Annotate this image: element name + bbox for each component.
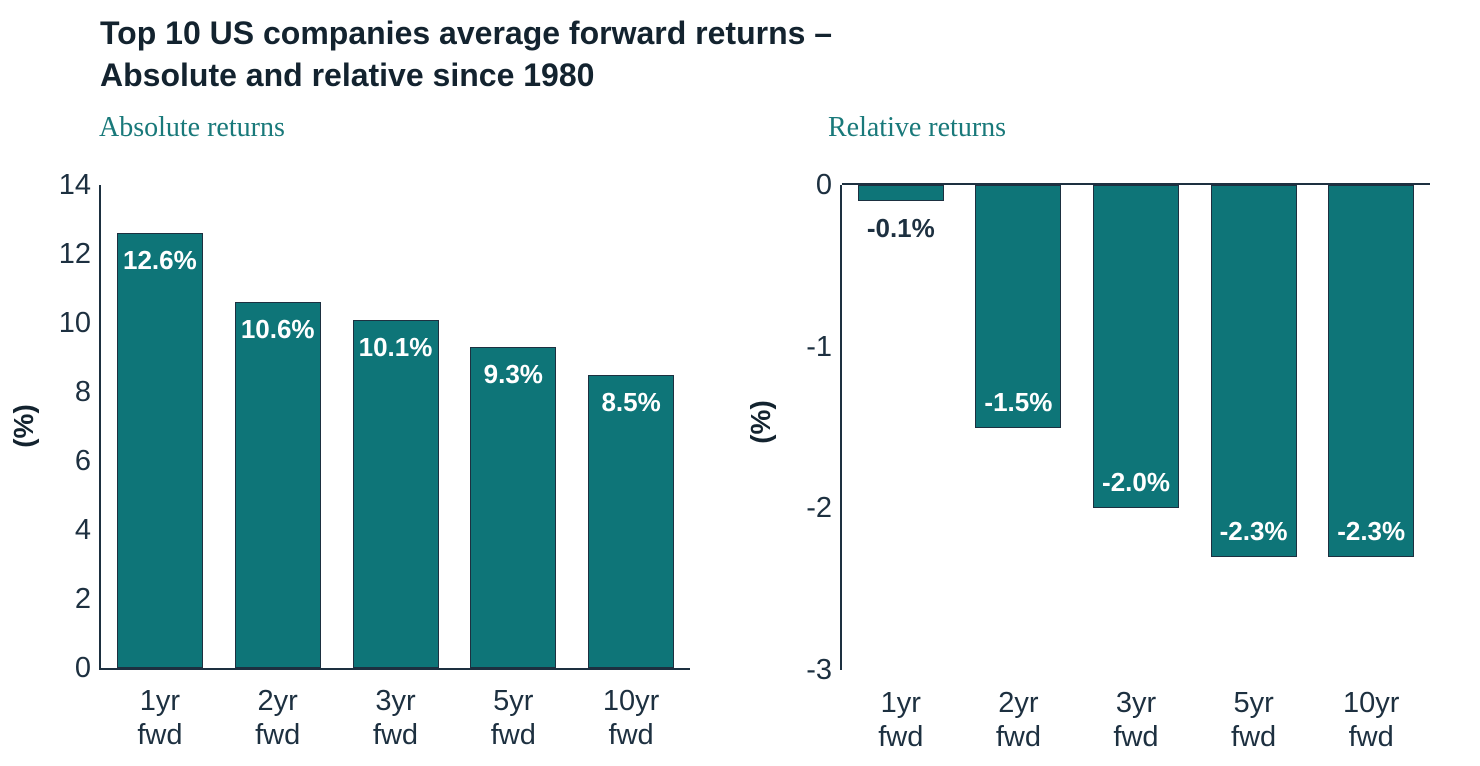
bar-10yr-fwd xyxy=(588,374,675,668)
x-tick-label-line: 2yr xyxy=(257,685,298,717)
x-tick-label-line: 3yr xyxy=(1115,687,1157,719)
bar-value-label: 9.3% xyxy=(483,359,543,390)
absolute-returns-subtitle: Absolute returns xyxy=(99,112,285,143)
x-tick-label-line: fwd xyxy=(1231,721,1277,753)
bar-1yr-fwd xyxy=(857,185,944,202)
relative-returns-subtitle: Relative returns xyxy=(828,112,1007,143)
x-tick-label-line: 2yr xyxy=(998,687,1039,719)
y-tick-label: 10 xyxy=(58,307,91,339)
x-tick-label-line: fwd xyxy=(1348,721,1394,753)
bar-value-label: -0.1% xyxy=(866,213,935,244)
x-axis-line xyxy=(99,668,690,670)
y-axis-title: (%) xyxy=(8,404,39,448)
x-tick-label-line: 1yr xyxy=(139,685,181,717)
bar-10yr-fwd xyxy=(1328,185,1415,557)
x-tick-label-line: fwd xyxy=(372,719,419,751)
y-tick-label: -1 xyxy=(806,330,832,363)
x-tick-label: 2yr fwd xyxy=(223,684,333,752)
bar-1yr-fwd xyxy=(116,233,203,668)
y-tick-label: 6 xyxy=(74,445,91,477)
bar-3yr-fwd xyxy=(1093,185,1179,509)
y-axis-line xyxy=(840,185,842,670)
bar-3yr-fwd xyxy=(352,319,439,668)
y-tick-label: 2 xyxy=(74,583,91,615)
bar-value-label: 10.6% xyxy=(240,314,315,345)
x-tick-label: 1yr fwd xyxy=(105,684,215,752)
bar-2yr-fwd xyxy=(975,185,1062,428)
x-tick-label-line: fwd xyxy=(255,719,301,751)
bar-value-label: 10.1% xyxy=(358,331,433,362)
x-tick-label: 1yr fwd xyxy=(846,686,956,754)
zero-line xyxy=(842,183,1430,185)
x-tick-label-line: 10yr xyxy=(1342,687,1400,719)
bar-value-label: -2.3% xyxy=(1337,515,1406,546)
chart-title: Top 10 US companies average forward retu… xyxy=(100,12,832,96)
x-tick-label-line: fwd xyxy=(1113,721,1159,753)
x-tick-label: 10yr fwd xyxy=(576,684,686,752)
bar-value-label: -2.0% xyxy=(1102,467,1170,498)
x-tick-label-line: fwd xyxy=(995,721,1041,753)
x-tick-label-line: 5yr xyxy=(1233,687,1274,719)
x-tick-label-line: fwd xyxy=(137,719,183,751)
bar-value-label: -1.5% xyxy=(984,386,1053,417)
chart-title-line1: Top 10 US companies average forward retu… xyxy=(100,15,833,51)
x-tick-label: 5yr fwd xyxy=(458,684,568,752)
y-axis-title: (%) xyxy=(745,400,776,444)
x-tick-label-line: fwd xyxy=(878,721,924,753)
x-tick-label: 5yr fwd xyxy=(1199,686,1309,754)
y-tick-label: -3 xyxy=(806,654,832,686)
y-tick-label: 0 xyxy=(74,652,91,684)
x-tick-label-line: fwd xyxy=(490,719,536,751)
x-tick-label: 3yr fwd xyxy=(341,684,451,752)
bar-5yr-fwd xyxy=(1210,185,1297,557)
x-tick-label-line: 10yr xyxy=(602,685,660,717)
x-tick-label-line: 3yr xyxy=(375,685,416,717)
bar-value-label: 8.5% xyxy=(601,386,661,417)
bar-2yr-fwd xyxy=(234,302,321,668)
y-tick-label: 0 xyxy=(815,169,832,201)
bar-5yr-fwd xyxy=(470,347,557,668)
bar-value-label: -2.3% xyxy=(1219,515,1288,546)
y-axis-line xyxy=(99,185,101,668)
chart-title-line2: Absolute and relative since 1980 xyxy=(100,57,595,93)
bar-value-label: 12.6% xyxy=(123,245,197,276)
x-tick-label: 2yr fwd xyxy=(963,686,1073,754)
x-tick-label-line: 5yr xyxy=(493,685,534,717)
x-tick-label-line: 1yr xyxy=(880,687,921,719)
y-tick-label: 8 xyxy=(74,376,91,408)
y-tick-label: 14 xyxy=(58,169,91,201)
y-tick-label: 4 xyxy=(74,514,91,546)
y-tick-label: 12 xyxy=(58,238,91,270)
x-tick-label-line: fwd xyxy=(608,719,654,751)
x-tick-label: 3yr fwd xyxy=(1081,686,1191,754)
x-tick-label: 10yr fwd xyxy=(1316,686,1426,754)
y-tick-label: -2 xyxy=(806,492,832,525)
